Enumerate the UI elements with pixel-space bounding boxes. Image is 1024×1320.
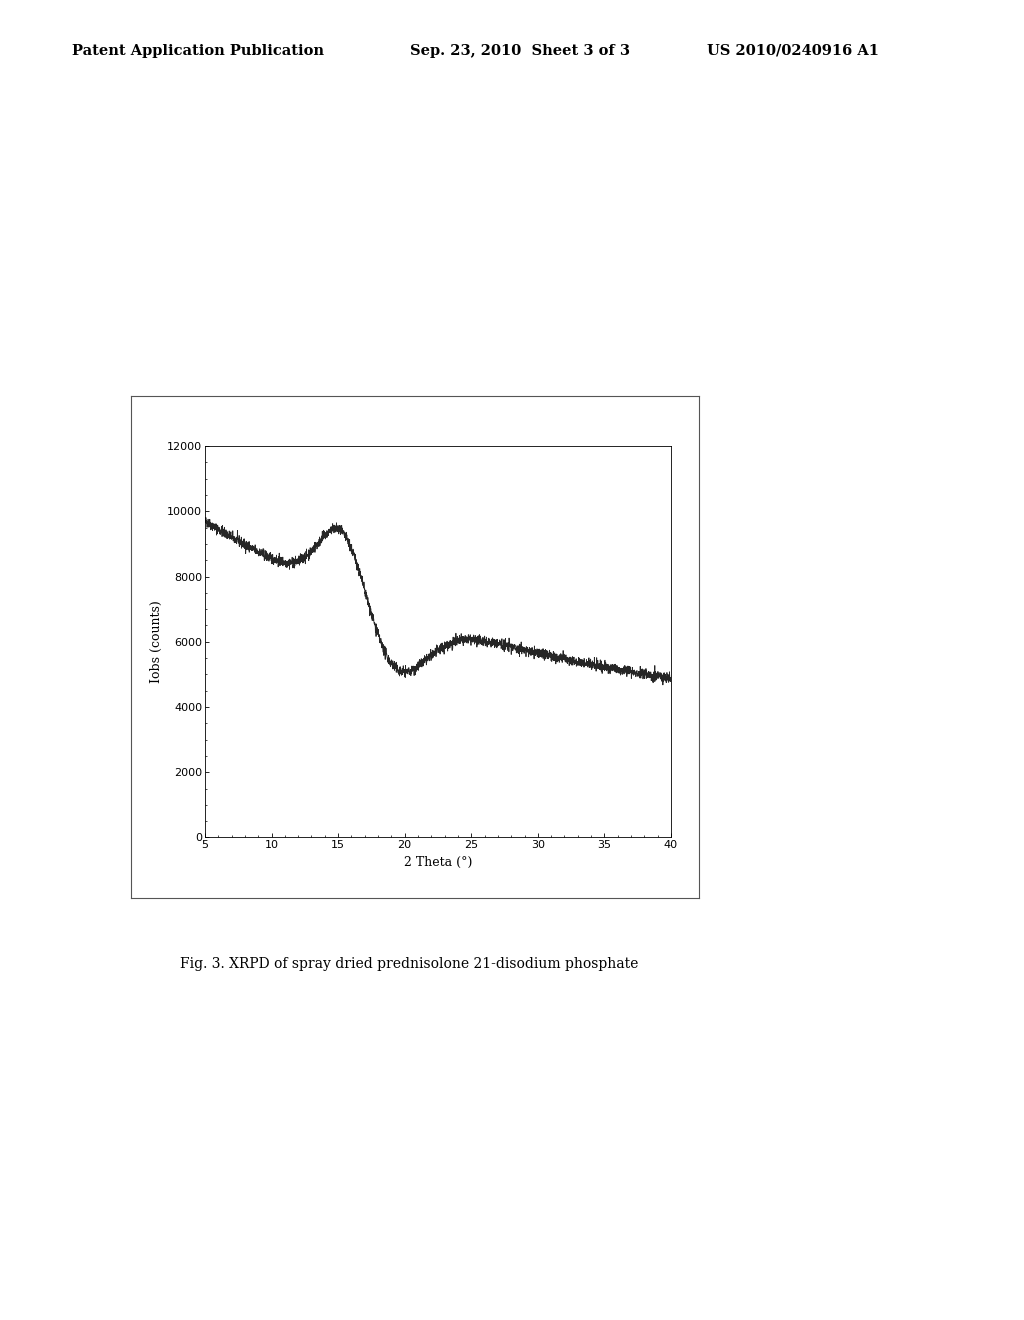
Text: US 2010/0240916 A1: US 2010/0240916 A1 (707, 44, 879, 58)
Text: Fig. 3. XRPD of spray dried prednisolone 21-disodium phosphate: Fig. 3. XRPD of spray dried prednisolone… (180, 957, 639, 972)
Y-axis label: Iobs (counts): Iobs (counts) (150, 601, 163, 684)
Text: Patent Application Publication: Patent Application Publication (72, 44, 324, 58)
Text: Sep. 23, 2010  Sheet 3 of 3: Sep. 23, 2010 Sheet 3 of 3 (410, 44, 630, 58)
X-axis label: 2 Theta (°): 2 Theta (°) (403, 855, 472, 869)
